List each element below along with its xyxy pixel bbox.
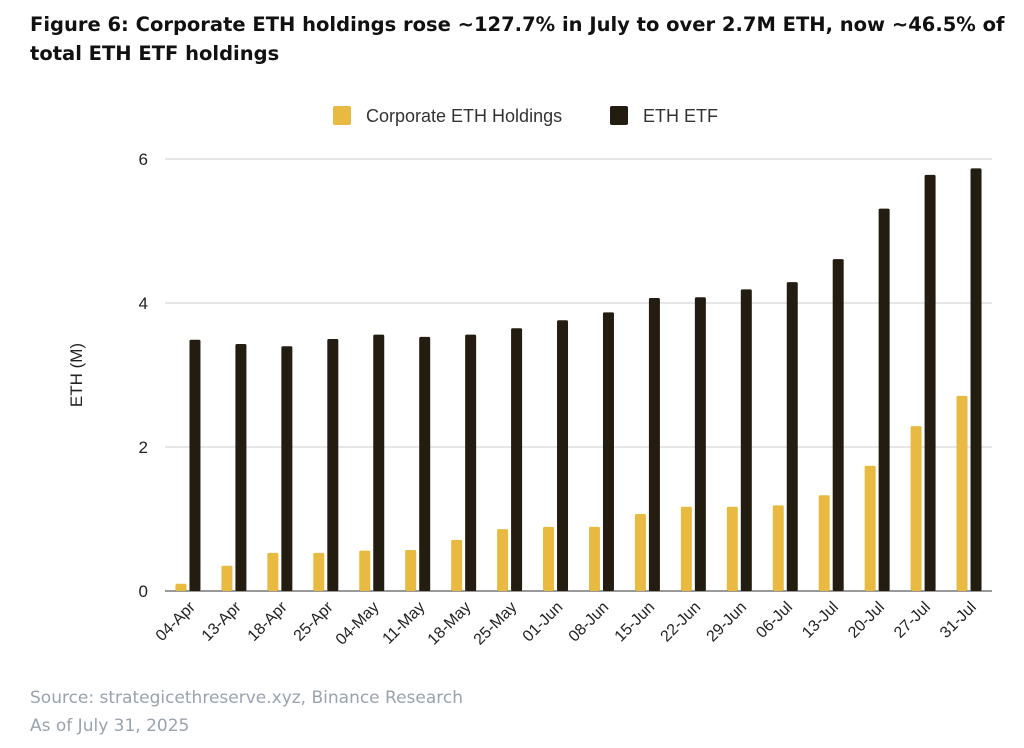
x-tick-label: 04-May xyxy=(333,599,383,649)
x-tick-label: 18-May xyxy=(425,599,475,649)
x-tick-label: 27-Jul xyxy=(891,599,934,642)
bar-etf xyxy=(924,174,936,591)
x-tick-label: 04-Apr xyxy=(153,598,199,644)
bar-etf xyxy=(189,339,201,591)
bar-etf xyxy=(511,328,523,591)
bar-etf xyxy=(832,259,844,591)
bar-etf xyxy=(235,344,247,591)
bar-chart: 0 2 4 6 ETH (M) 04-Apr 13-Apr 18-Apr 25-Apr04-Ma… xyxy=(67,106,992,649)
x-tick-label: 18-Apr xyxy=(245,598,291,644)
bar-etf xyxy=(694,297,706,591)
x-tick-label: 15-Jun xyxy=(612,599,659,646)
bar-corporate xyxy=(267,552,279,591)
bar-corporate xyxy=(634,513,646,591)
bar-corporate xyxy=(726,506,738,591)
bar-etf xyxy=(740,289,752,591)
x-tick-label: 31-Jul xyxy=(937,599,980,642)
x-tick-label: 29-Jun xyxy=(704,599,751,646)
y-axis-label: ETH (M) xyxy=(67,343,86,407)
x-tick-label: 08-Jun xyxy=(566,599,613,646)
source-note: Source: strategicethreserve.xyz, Binance… xyxy=(30,688,464,708)
x-tick-label: 13-Apr xyxy=(199,598,245,644)
legend-swatch xyxy=(610,106,628,125)
bar-corporate xyxy=(543,526,555,591)
bar-etf xyxy=(648,297,660,591)
bar-corporate xyxy=(864,465,876,591)
bar-etf xyxy=(557,320,569,591)
bar-corporate xyxy=(221,565,233,591)
y-tick-label: 4 xyxy=(139,294,148,313)
x-tick-label: 06-Jul xyxy=(753,599,796,642)
bar-corporate xyxy=(956,395,968,591)
x-tick-label: 25-May xyxy=(471,599,521,649)
x-tick-label: 01-Jun xyxy=(520,599,567,646)
bar-corporate xyxy=(313,552,325,591)
bar-corporate xyxy=(175,583,187,591)
legend-swatch xyxy=(333,106,351,125)
bar-corporate xyxy=(772,505,784,591)
x-tick-label: 20-Jul xyxy=(845,599,888,642)
bar-etf xyxy=(281,346,293,591)
x-tick-label: 11-May xyxy=(380,599,429,648)
x-tick-label: 25-Apr xyxy=(291,598,337,644)
figure-title: Figure 6: Corporate ETH holdings rose ~1… xyxy=(30,13,1005,65)
legend-label: Corporate ETH Holdings xyxy=(366,106,562,126)
bar-corporate xyxy=(910,426,922,591)
x-tick-label: 22-Jun xyxy=(658,599,705,646)
y-tick-label: 2 xyxy=(139,438,148,457)
legend-label: ETH ETF xyxy=(643,106,718,126)
bar-corporate xyxy=(497,529,509,591)
bar-etf xyxy=(419,336,431,591)
bar-corporate xyxy=(359,550,371,591)
bar-etf xyxy=(878,208,890,591)
bar-corporate xyxy=(818,495,830,591)
bar-etf xyxy=(602,312,614,591)
bar-corporate xyxy=(451,539,463,591)
y-tick-label: 0 xyxy=(139,582,148,601)
bar-corporate xyxy=(405,549,417,591)
bar-etf xyxy=(373,334,385,591)
x-tick-label: 13-Jul xyxy=(799,599,842,642)
bar-etf xyxy=(465,334,477,591)
bar-etf xyxy=(970,168,982,592)
as-of-note: As of July 31, 2025 xyxy=(30,716,190,736)
bar-etf xyxy=(786,282,798,591)
bar-etf xyxy=(327,339,339,591)
bar-corporate xyxy=(680,506,692,591)
bar-corporate xyxy=(588,526,600,591)
y-tick-label: 6 xyxy=(139,150,148,169)
